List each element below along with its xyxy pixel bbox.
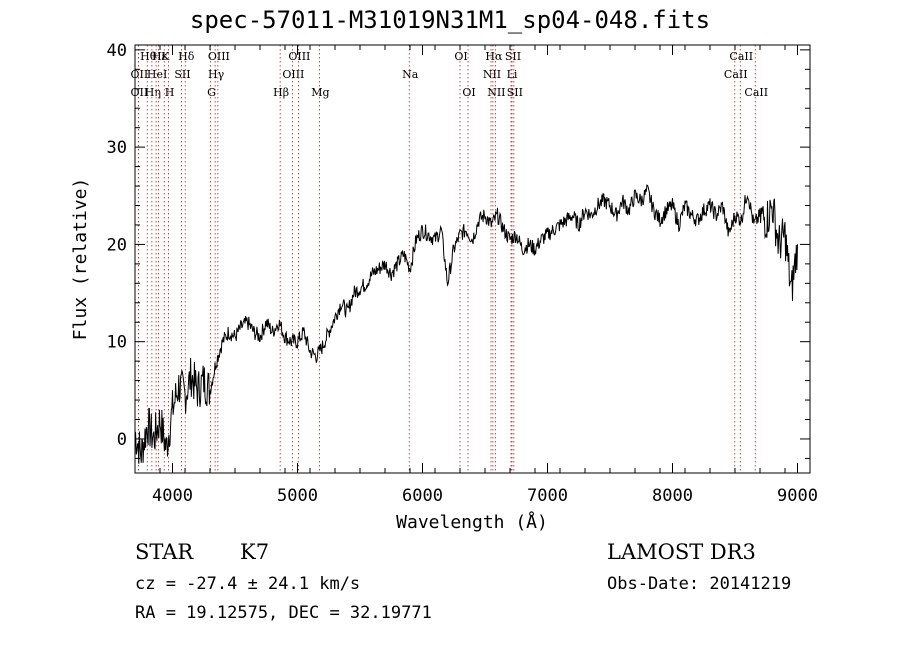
line-label: Hδ xyxy=(178,50,195,63)
spectrum-line xyxy=(134,184,798,464)
line-label: NII xyxy=(483,68,501,81)
line-label: NII xyxy=(487,86,505,99)
line-label: CaII xyxy=(744,86,768,99)
emission-line-markers: OIIOIIHθHηHeIHεKHSIIHδGHγOIIIHβOIIIOIIIM… xyxy=(131,45,768,473)
y-tick-label: 30 xyxy=(107,138,127,158)
line-label: HeI xyxy=(147,68,167,81)
line-label: Hη xyxy=(145,86,161,99)
line-label: OIII xyxy=(208,50,230,63)
redshift-cz: cz = -27.4 ± 24.1 km/s xyxy=(135,574,361,594)
line-label: OI xyxy=(454,50,467,63)
x-tick-label: 5000 xyxy=(277,486,318,506)
line-label: Hε xyxy=(152,50,168,63)
line-label: Hα xyxy=(485,50,503,63)
line-label: H xyxy=(165,86,175,99)
line-label: Hθ xyxy=(140,50,157,63)
y-tick-label: 40 xyxy=(107,41,127,61)
plot-frame xyxy=(134,44,811,474)
line-label: K xyxy=(161,50,170,63)
x-tick-label: 7000 xyxy=(527,486,568,506)
object-class: STAR xyxy=(135,540,194,564)
line-label: Hβ xyxy=(273,86,289,99)
line-label: OIII xyxy=(282,68,304,81)
observation-date: Obs-Date: 20141219 xyxy=(607,574,792,594)
line-label: OIII xyxy=(288,50,310,63)
ra-dec: RA = 19.12575, DEC = 32.19771 xyxy=(135,603,432,623)
y-tick-label: 10 xyxy=(107,333,127,353)
line-label: SII xyxy=(507,86,523,99)
x-tick-label: 9000 xyxy=(777,486,818,506)
survey-name: LAMOST DR3 xyxy=(607,540,756,564)
line-label: Na xyxy=(402,68,419,81)
line-label: OI xyxy=(462,86,475,99)
line-label: G xyxy=(207,86,216,99)
object-subclass: K7 xyxy=(240,540,270,564)
y-axis-label: Flux (relative) xyxy=(70,178,91,341)
x-tick-label: 6000 xyxy=(402,486,443,506)
axes: 4000 5000 6000 7000 8000 9000 0 10 20 30 40 xyxy=(107,41,818,506)
y-tick-label: 0 xyxy=(117,430,127,450)
line-label: Mg xyxy=(311,86,329,99)
x-tick-label: 8000 xyxy=(652,486,693,506)
line-label: SII xyxy=(174,68,190,81)
x-axis-label: Wavelength (Å) xyxy=(396,511,548,533)
x-tick-label: 4000 xyxy=(152,486,193,506)
chart-title: spec-57011-M31019N31M1_sp04-048.fits xyxy=(189,6,711,34)
line-label: CaII xyxy=(729,50,753,63)
y-tick-label: 20 xyxy=(107,235,127,255)
line-label: CaII xyxy=(724,68,748,81)
line-label: Hγ xyxy=(208,68,225,81)
line-label: SII xyxy=(505,50,521,63)
line-label: OII xyxy=(131,68,149,81)
